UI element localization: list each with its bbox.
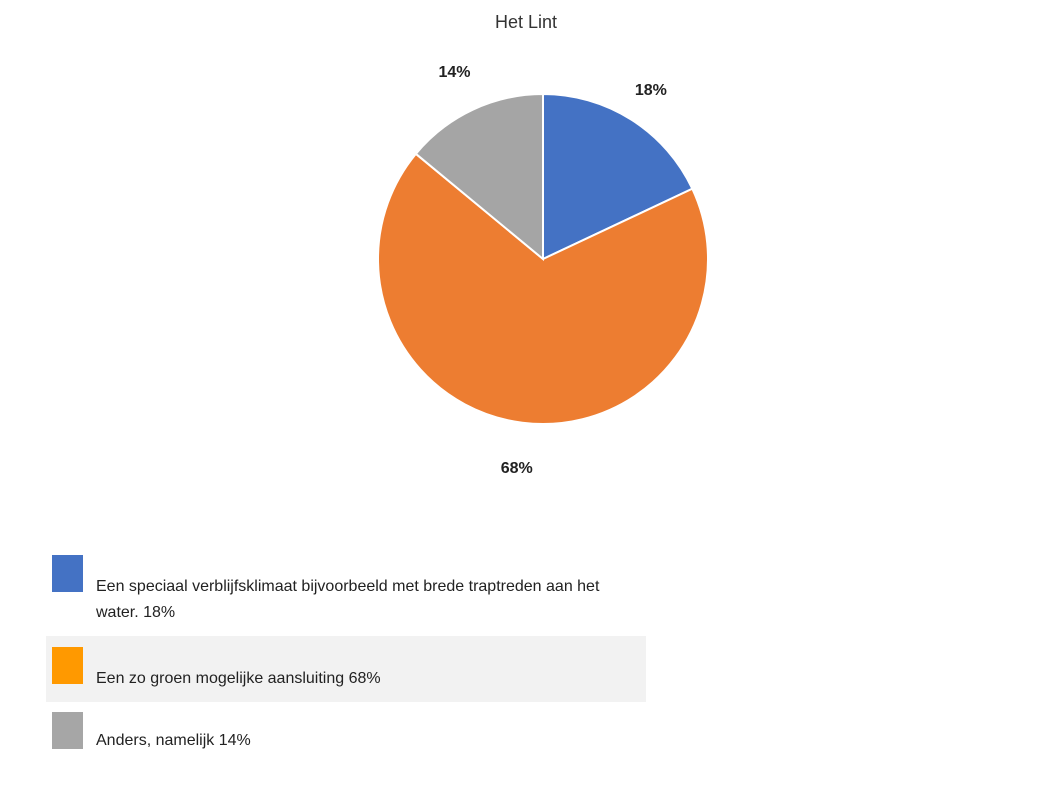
pie-slice-verblijfsklimaat	[542, 92, 694, 261]
data-label-anders: 14%	[438, 64, 470, 81]
pie-slice-anders	[414, 92, 544, 262]
legend-label-anders: Anders, namelijk 14%	[96, 732, 251, 749]
chart-title: Het Lint	[494, 12, 558, 32]
data-label-groen: 68%	[501, 460, 533, 477]
pie-slice-groen	[377, 152, 709, 425]
legend-item-verblijfsklimaat: Een speciaal verblijfsklimaat bijvoorbee…	[46, 552, 646, 632]
legend-swatch-blue	[52, 555, 83, 592]
legend-item-groen: Een zo groen mogelijke aansluiting 68%	[46, 636, 646, 702]
data-label-verblijfsklimaat: 18%	[635, 82, 667, 99]
legend-item-anders: Anders, namelijk 14%	[46, 708, 646, 774]
legend: Een speciaal verblijfsklimaat bijvoorbee…	[46, 552, 646, 774]
legend-label-verblijfsklimaat: Een speciaal verblijfsklimaat bijvoorbee…	[96, 578, 600, 621]
legend-swatch-orange	[52, 647, 83, 684]
legend-swatch-gray	[52, 712, 83, 749]
legend-label-groen: Een zo groen mogelijke aansluiting 68%	[96, 670, 381, 687]
pie-chart: 18% 68% 14%	[377, 64, 709, 477]
